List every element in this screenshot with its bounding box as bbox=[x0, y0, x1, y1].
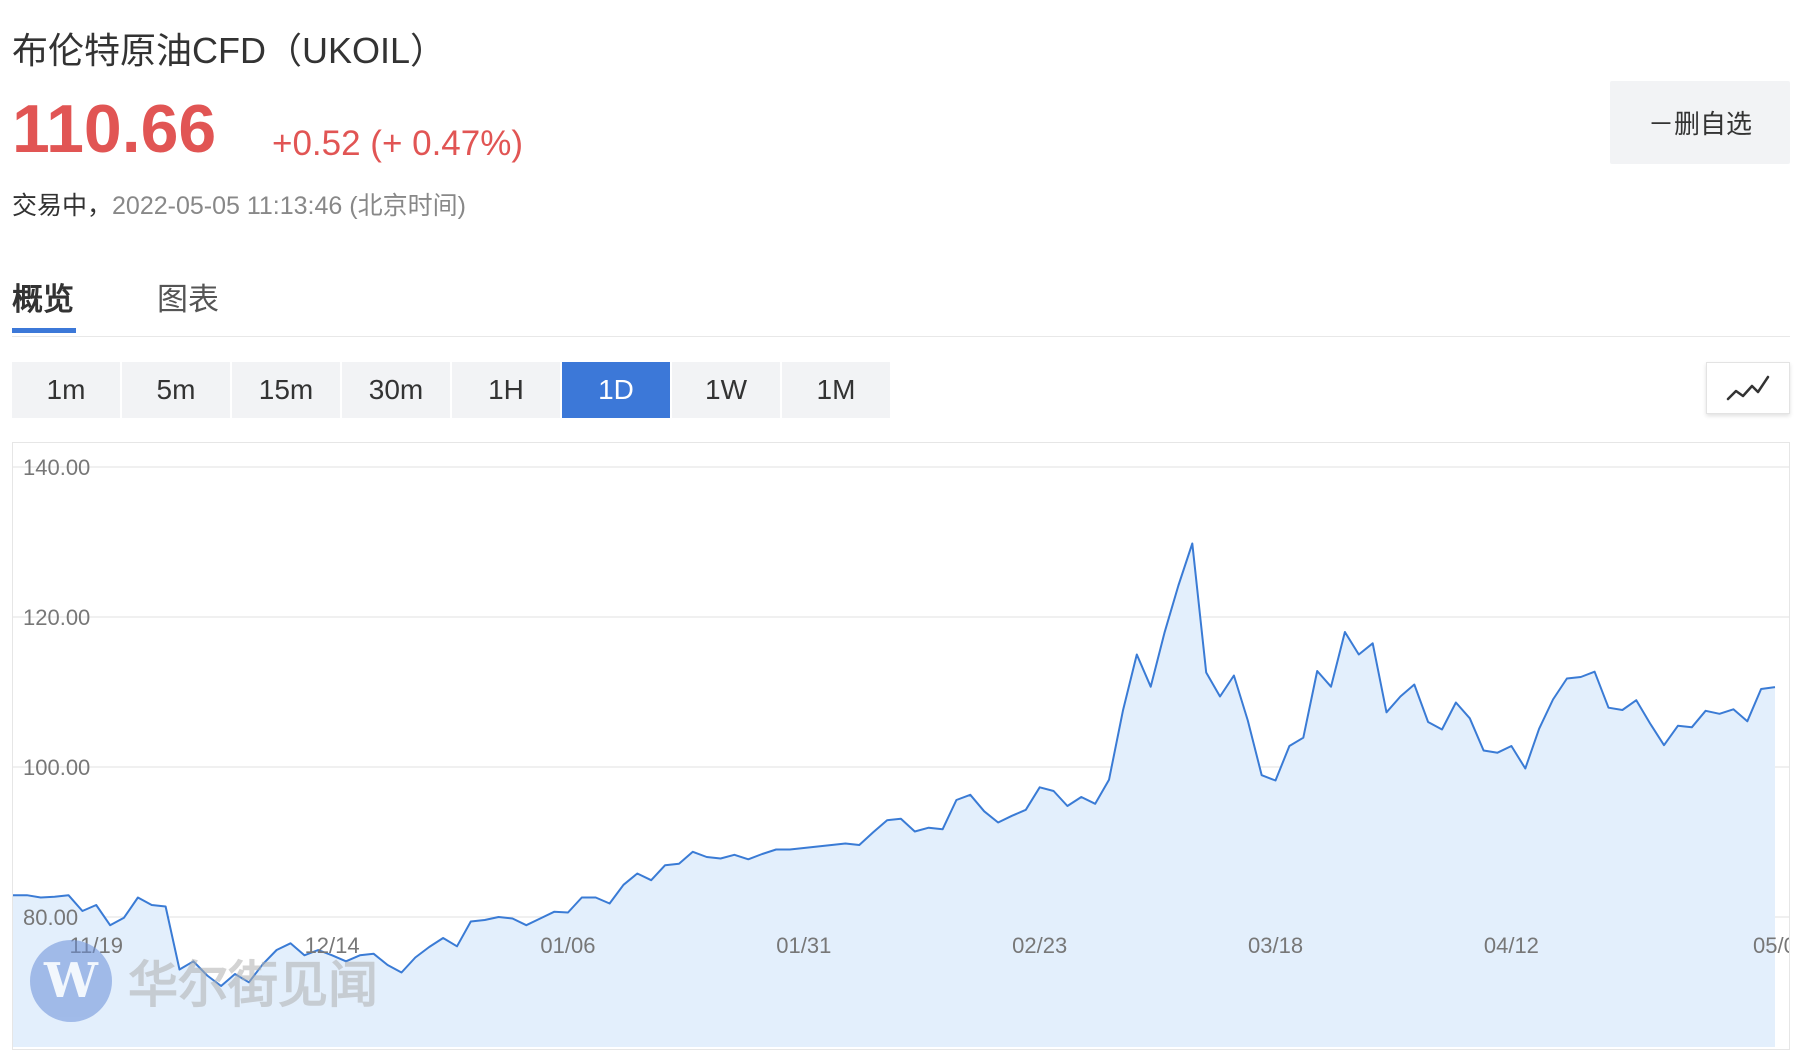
x-tick-label: 01/31 bbox=[776, 933, 831, 958]
current-price: 110.66 bbox=[12, 91, 217, 167]
time-range-selector: 1m 5m 15m 30m 1H 1D 1W 1M bbox=[12, 362, 890, 418]
chart-type-button[interactable] bbox=[1706, 362, 1790, 414]
x-tick-label: 03/18 bbox=[1248, 933, 1303, 958]
y-tick-label: 100.00 bbox=[23, 755, 90, 780]
area-fill bbox=[13, 543, 1775, 1047]
range-15m[interactable]: 15m bbox=[232, 362, 340, 418]
tab-chart[interactable]: 图表 bbox=[157, 282, 219, 317]
trading-status: 交易中，2022-05-05 11:13:46 (北京时间) bbox=[12, 186, 466, 222]
active-tab-indicator bbox=[12, 328, 76, 333]
instrument-title: 布伦特原油CFD（UKOIL） bbox=[12, 30, 447, 71]
price-chart[interactable]: 140.00 120.00 100.00 80.00 11/19 12/14 01/06 01… bbox=[12, 442, 1796, 1050]
x-tick-label: 01/06 bbox=[540, 933, 595, 958]
y-tick-label: 80.00 bbox=[23, 905, 78, 930]
y-tick-label: 120.00 bbox=[23, 605, 90, 630]
line-chart-icon bbox=[1726, 375, 1770, 401]
range-1h[interactable]: 1H bbox=[452, 362, 560, 418]
range-1w[interactable]: 1W bbox=[672, 362, 780, 418]
price-line bbox=[13, 542, 1776, 987]
x-tick-label: 12/14 bbox=[305, 933, 360, 958]
tab-bar: 概览 图表 bbox=[12, 268, 1790, 337]
tab-overview[interactable]: 概览 bbox=[12, 282, 74, 317]
range-5m[interactable]: 5m bbox=[122, 362, 230, 418]
watermark-logo: W bbox=[30, 940, 112, 1022]
y-tick-label: 140.00 bbox=[23, 455, 90, 480]
x-tick-label: 04/12 bbox=[1484, 933, 1539, 958]
price-change: +0.52 (+ 0.47%) bbox=[272, 124, 523, 163]
remove-watchlist-button[interactable]: －删自选 bbox=[1610, 81, 1790, 164]
range-30m[interactable]: 30m bbox=[342, 362, 450, 418]
x-tick-label: 02/23 bbox=[1012, 933, 1067, 958]
range-1d[interactable]: 1D bbox=[562, 362, 670, 418]
watermark-text: 华尔街见闻 bbox=[128, 955, 378, 1014]
status-text: 交易中， bbox=[12, 192, 113, 220]
timestamp: 2022-05-05 11:13:46 (北京时间) bbox=[112, 192, 466, 220]
range-1m[interactable]: 1m bbox=[12, 362, 120, 418]
watermark: W 华尔街见闻 bbox=[30, 940, 378, 1022]
x-tick-label: 05/0 bbox=[1753, 933, 1789, 958]
range-1mo[interactable]: 1M bbox=[782, 362, 890, 418]
